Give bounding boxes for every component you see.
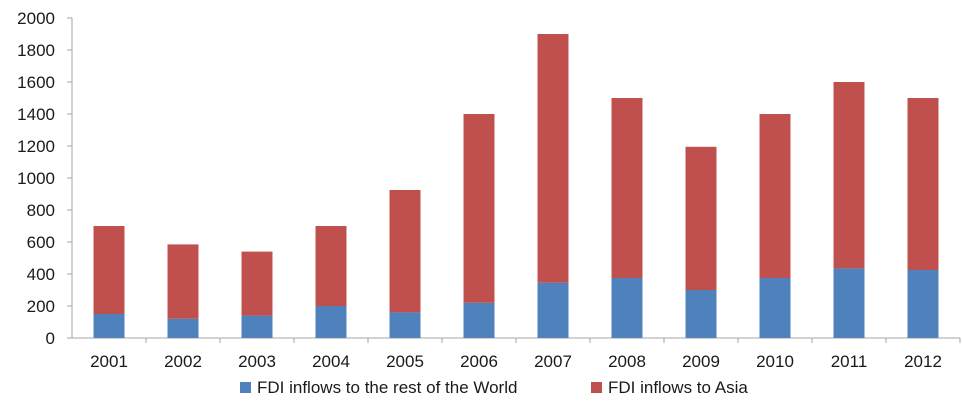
y-tick-label: 1400 (17, 105, 55, 124)
bar-segment-asia (315, 226, 347, 306)
bar-segment-asia (463, 114, 495, 303)
legend-label-rest-of-world: FDI inflows to the rest of the World (257, 378, 517, 397)
legend-swatch-asia (591, 382, 602, 393)
legend: FDI inflows to the rest of the World FDI … (240, 378, 748, 397)
bar-segment-rest-of-world (315, 306, 347, 338)
bar-segment-asia (537, 34, 569, 283)
y-tick-label: 0 (46, 329, 55, 348)
bar-segment-asia (759, 114, 791, 278)
bar-segment-rest-of-world (611, 278, 643, 338)
x-tick-label: 2012 (904, 352, 942, 371)
bar-segment-asia (907, 98, 939, 270)
bar-segment-rest-of-world (907, 270, 939, 338)
bar-segment-asia (685, 146, 717, 290)
y-tick-label: 1600 (17, 73, 55, 92)
bar-segment-asia (93, 226, 125, 314)
legend-swatch-rest-of-world (240, 382, 251, 393)
bar-segment-asia (241, 251, 273, 316)
bars (93, 34, 939, 338)
bar-segment-rest-of-world (463, 302, 495, 338)
y-tick-label: 200 (27, 297, 55, 316)
y-axis: 0 200 400 600 800 1000 1200 1400 1600 1800 2000 (17, 9, 73, 348)
bar-segment-rest-of-world (241, 315, 273, 338)
legend-label-asia: FDI inflows to Asia (608, 378, 748, 397)
x-tick-label: 2010 (756, 352, 794, 371)
bar-segment-rest-of-world (93, 314, 125, 338)
bar-segment-rest-of-world (685, 290, 717, 338)
bar-segment-rest-of-world (833, 268, 865, 338)
y-tick-label: 800 (27, 201, 55, 220)
bar-segment-rest-of-world (389, 312, 421, 338)
bar-segment-rest-of-world (167, 318, 199, 338)
x-tick-label: 2008 (608, 352, 646, 371)
bar-segment-rest-of-world (537, 282, 569, 338)
x-tick-label: 2007 (534, 352, 572, 371)
y-tick-label: 400 (27, 265, 55, 284)
x-axis: 2001 2002 2003 2004 2005 2006 2007 2008 2009 2010… (72, 337, 961, 371)
y-tick-label: 1000 (17, 169, 55, 188)
x-tick-label: 2001 (90, 352, 128, 371)
x-tick-label: 2003 (238, 352, 276, 371)
y-tick-label: 2000 (17, 9, 55, 28)
y-tick-label: 600 (27, 233, 55, 252)
bar-segment-asia (389, 190, 421, 313)
bar-segment-asia (167, 244, 199, 319)
bar-segment-rest-of-world (759, 278, 791, 338)
bar-segment-asia (611, 98, 643, 278)
x-tick-label: 2011 (831, 352, 868, 371)
x-tick-label: 2002 (164, 352, 202, 371)
y-tick-label: 1800 (17, 41, 55, 60)
x-tick-label: 2009 (682, 352, 720, 371)
x-tick-label: 2004 (312, 352, 350, 371)
y-tick-label: 1200 (17, 137, 55, 156)
x-tick-label: 2005 (386, 352, 424, 371)
x-tick-label: 2006 (460, 352, 498, 371)
bar-segment-asia (833, 82, 865, 269)
